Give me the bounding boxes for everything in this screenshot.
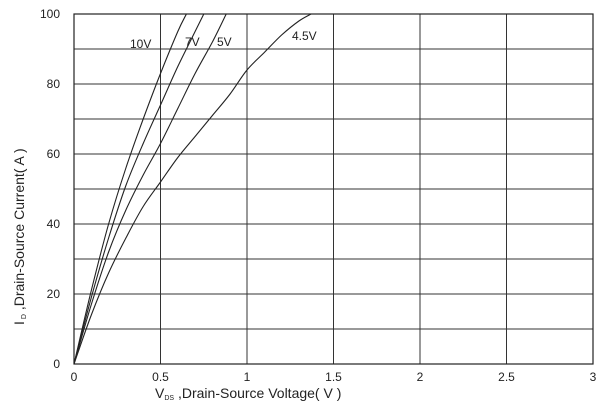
x-axis-title: VDS ,Drain-Source Voltage( V )	[155, 385, 341, 402]
y-axis-subscript: D	[21, 314, 28, 319]
x-tick-labels: 0 0.5 1 1.5 2 2.5 3	[71, 370, 597, 384]
x-axis-text: ,Drain-Source Voltage( V )	[174, 385, 341, 401]
y-tick-label: 20	[47, 287, 61, 301]
series-labels: 10V 7V 5V 4.5V	[130, 29, 317, 51]
y-axis-title: ID ,Drain-Source Current( A )	[11, 148, 28, 325]
series-line-7v	[73, 13, 205, 365]
y-tick-label: 100	[40, 7, 60, 21]
axes	[73, 13, 594, 365]
x-axis-subscript: DS	[164, 395, 174, 402]
series-label-5v: 5V	[217, 35, 232, 49]
x-tick-label: 2.5	[498, 370, 515, 384]
x-tick-label: 0	[71, 370, 78, 384]
plot-frame	[73, 13, 594, 365]
y-tick-labels: 0 20 40 60 80 100	[40, 7, 60, 371]
series-line-4-5v	[73, 13, 312, 365]
grid	[74, 14, 593, 364]
series-label-7v: 7V	[185, 35, 200, 49]
series-line-10v	[73, 13, 187, 365]
series-label-10v: 10V	[130, 37, 151, 51]
y-tick-label: 60	[47, 147, 61, 161]
x-tick-label: 3	[590, 370, 597, 384]
y-axis-symbol: I	[11, 321, 27, 325]
x-axis-symbol: V	[155, 385, 165, 401]
x-tick-label: 1.5	[325, 370, 342, 384]
x-tick-label: 1	[244, 370, 251, 384]
x-tick-label: 2	[417, 370, 424, 384]
x-tick-label: 0.5	[152, 370, 169, 384]
y-tick-label: 40	[47, 217, 61, 231]
series-label-4-5v: 4.5V	[292, 29, 317, 43]
y-tick-label: 80	[47, 77, 61, 91]
series-curves	[73, 13, 312, 365]
y-axis-text: ,Drain-Source Current( A )	[11, 148, 27, 314]
y-tick-label: 0	[53, 357, 60, 371]
series-line-5v	[73, 13, 227, 365]
